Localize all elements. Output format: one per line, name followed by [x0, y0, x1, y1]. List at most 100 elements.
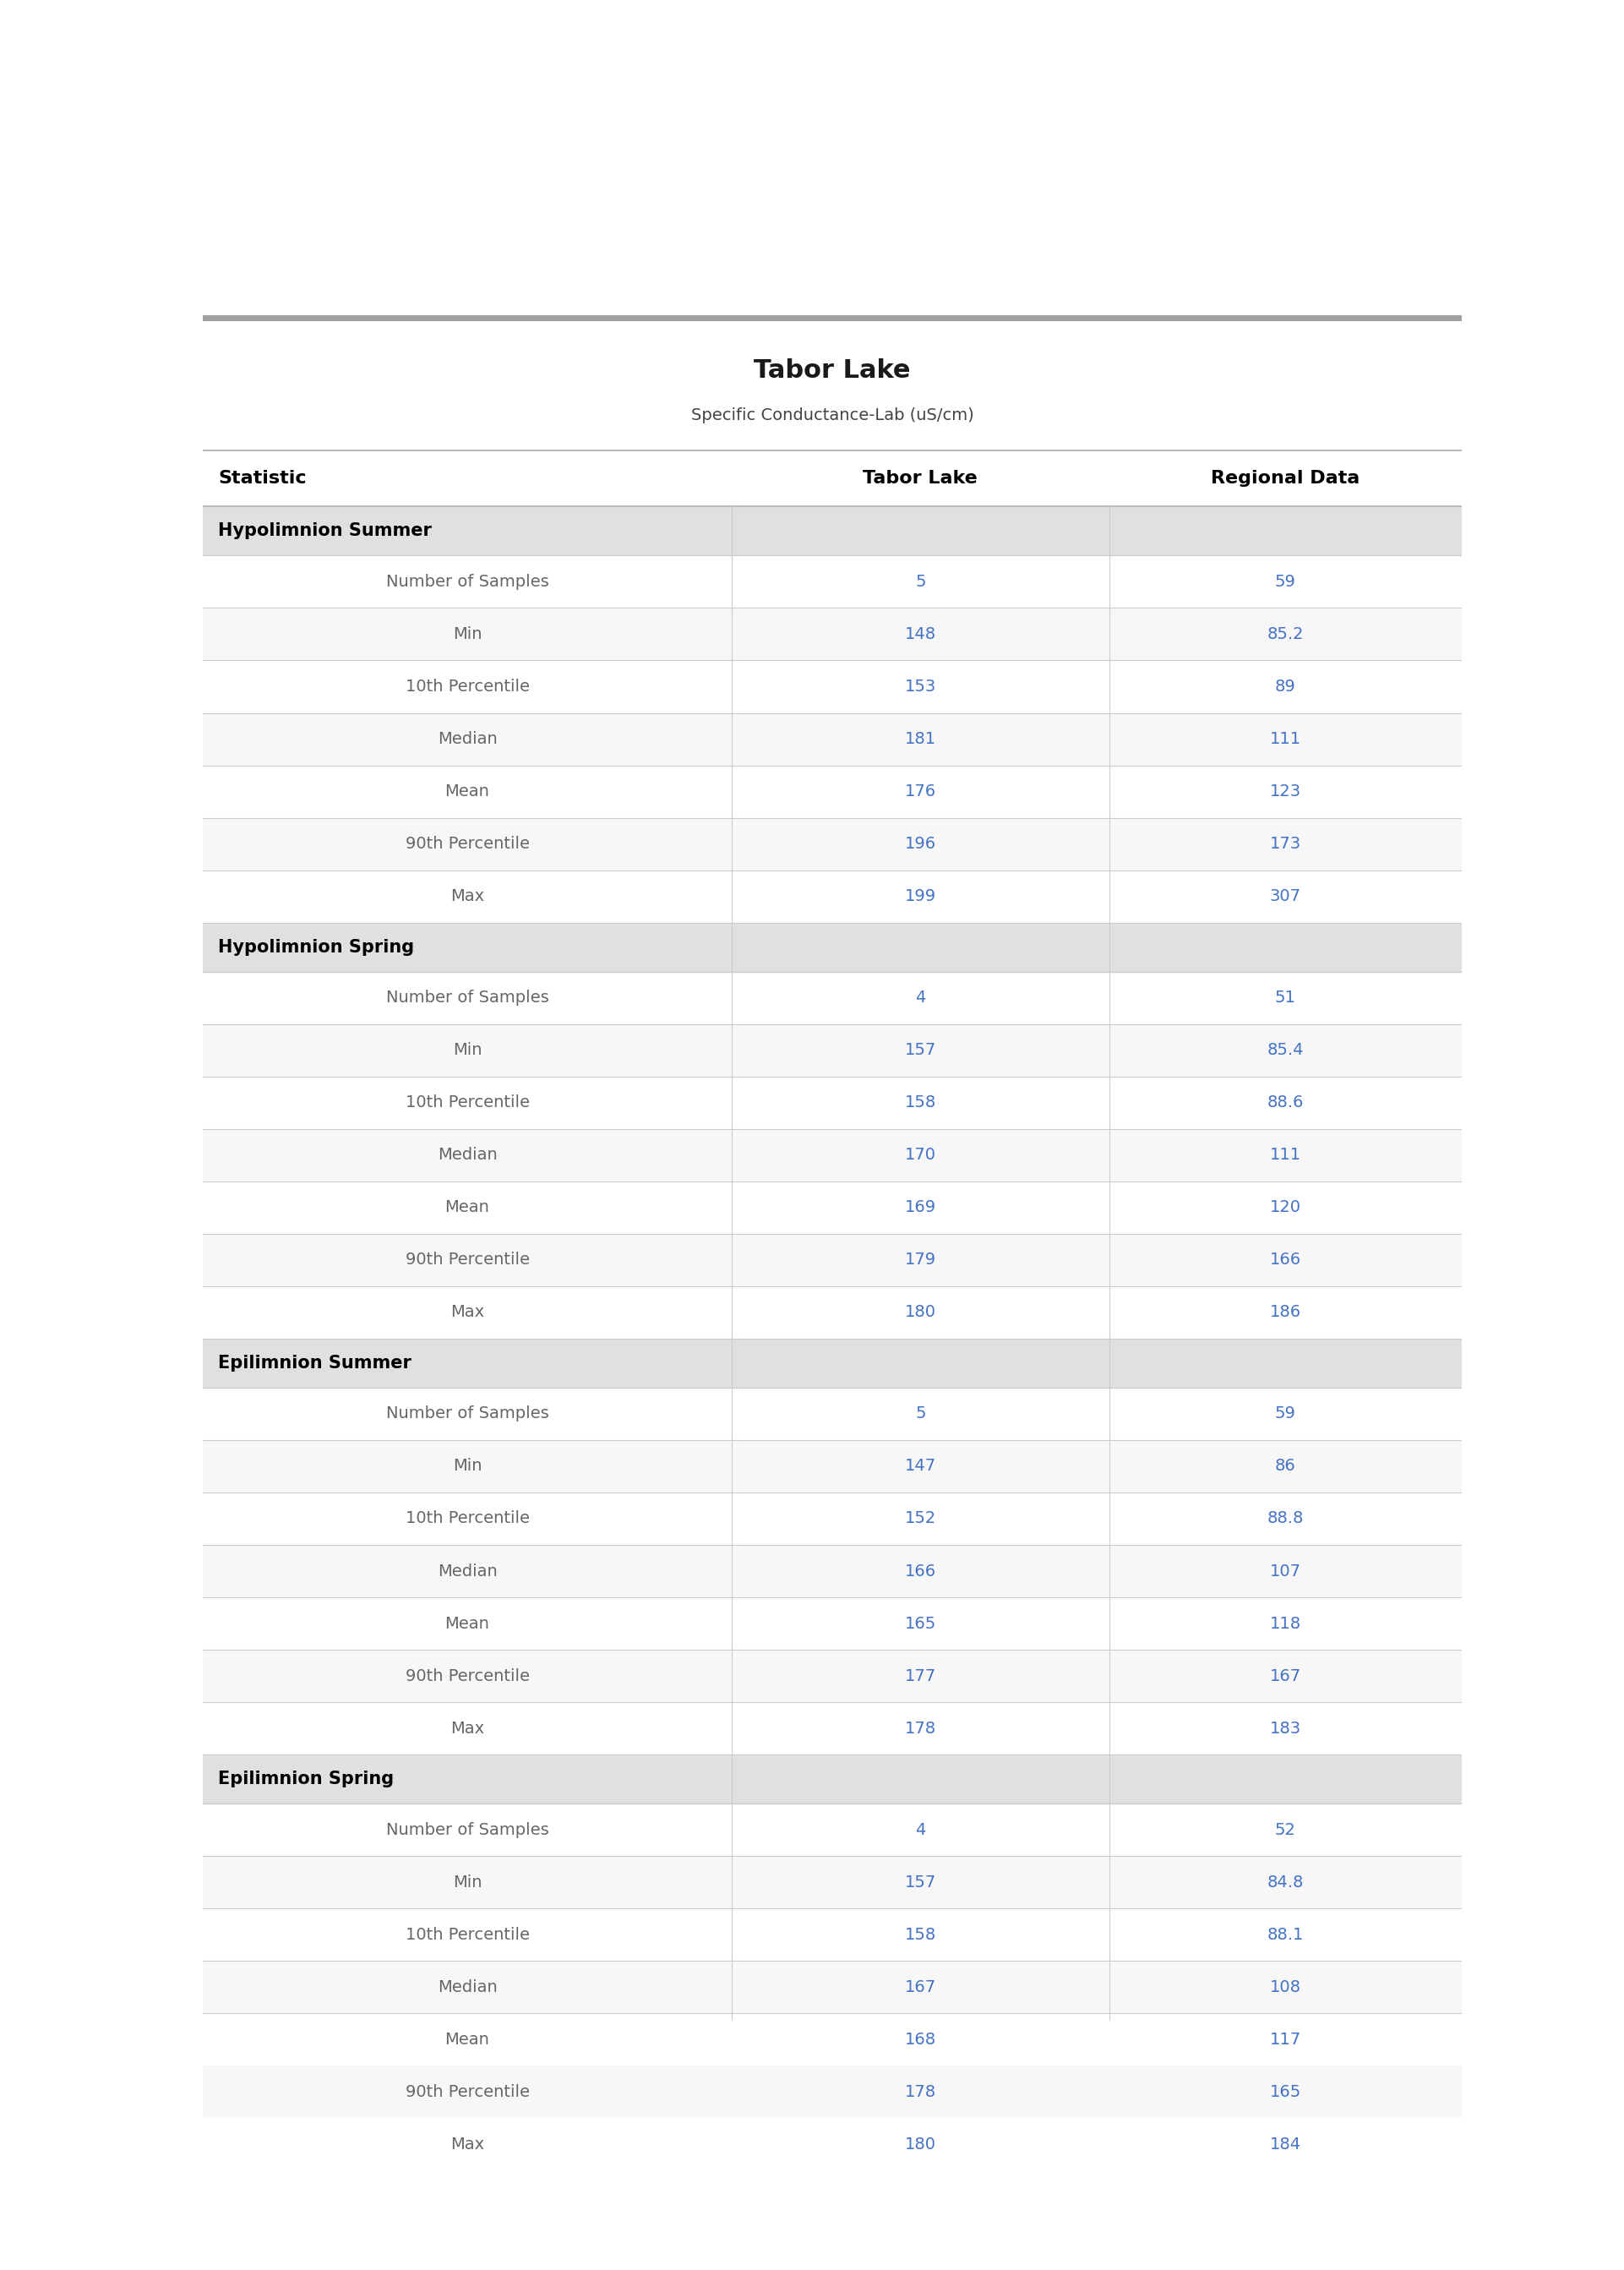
- Text: 5: 5: [914, 574, 926, 590]
- Text: Median: Median: [437, 731, 497, 747]
- Bar: [203, 1180, 1462, 1235]
- Text: Median: Median: [437, 1979, 497, 1995]
- Text: 166: 166: [1270, 1253, 1301, 1269]
- Text: 186: 186: [1270, 1305, 1301, 1321]
- Text: 180: 180: [905, 2136, 935, 2152]
- Text: Max: Max: [450, 1305, 484, 1321]
- Bar: [203, 2118, 1462, 2170]
- Bar: [203, 506, 1462, 556]
- Text: 179: 179: [905, 1253, 935, 1269]
- Text: 108: 108: [1270, 1979, 1301, 1995]
- Text: Mean: Mean: [445, 2032, 490, 2048]
- Text: 51: 51: [1275, 990, 1296, 1006]
- Text: 52: 52: [1275, 1823, 1296, 1839]
- Text: Tabor Lake: Tabor Lake: [862, 470, 978, 488]
- Text: Max: Max: [450, 2136, 484, 2152]
- Text: 167: 167: [1270, 1668, 1301, 1684]
- Text: 181: 181: [905, 731, 935, 747]
- Text: Number of Samples: Number of Samples: [387, 1405, 549, 1421]
- Bar: [203, 1491, 1462, 1546]
- Text: Median: Median: [437, 1146, 497, 1162]
- Text: 170: 170: [905, 1146, 935, 1162]
- Text: 4: 4: [916, 990, 926, 1006]
- Text: 196: 196: [905, 835, 935, 851]
- Bar: [203, 608, 1462, 661]
- Bar: [203, 713, 1462, 765]
- Text: 176: 176: [905, 783, 935, 799]
- Text: 157: 157: [905, 1875, 935, 1891]
- Text: Mean: Mean: [445, 1199, 490, 1214]
- Bar: [203, 1235, 1462, 1287]
- Text: 5: 5: [914, 1405, 926, 1421]
- Text: Min: Min: [453, 1875, 482, 1891]
- Text: 184: 184: [1270, 2136, 1301, 2152]
- Bar: [203, 972, 1462, 1024]
- Text: Number of Samples: Number of Samples: [387, 990, 549, 1006]
- Bar: [203, 1961, 1462, 2013]
- Text: 178: 178: [905, 1721, 935, 1737]
- Bar: [203, 922, 1462, 972]
- Bar: [203, 1857, 1462, 1909]
- Text: 123: 123: [1270, 783, 1301, 799]
- Text: 183: 183: [1270, 1721, 1301, 1737]
- Text: 90th Percentile: 90th Percentile: [406, 835, 529, 851]
- Text: 167: 167: [905, 1979, 935, 1995]
- Text: 111: 111: [1270, 1146, 1301, 1162]
- Text: Epilimnion Summer: Epilimnion Summer: [218, 1355, 411, 1371]
- Text: Statistic: Statistic: [218, 470, 307, 488]
- Bar: [203, 1439, 1462, 1491]
- Text: Max: Max: [450, 888, 484, 903]
- Text: Number of Samples: Number of Samples: [387, 574, 549, 590]
- Text: 165: 165: [1270, 2084, 1301, 2100]
- Bar: [203, 452, 1462, 506]
- Bar: [203, 1546, 1462, 1598]
- Bar: [203, 1702, 1462, 1755]
- Text: Mean: Mean: [445, 783, 490, 799]
- Text: 90th Percentile: 90th Percentile: [406, 2084, 529, 2100]
- Bar: [203, 1128, 1462, 1180]
- Text: 88.8: 88.8: [1267, 1510, 1304, 1528]
- Text: 90th Percentile: 90th Percentile: [406, 1668, 529, 1684]
- Text: 117: 117: [1270, 2032, 1301, 2048]
- Text: 90th Percentile: 90th Percentile: [406, 1253, 529, 1269]
- Text: 10th Percentile: 10th Percentile: [406, 1510, 529, 1528]
- Bar: [203, 1805, 1462, 1857]
- Text: 111: 111: [1270, 731, 1301, 747]
- Text: Regional Data: Regional Data: [1212, 470, 1359, 488]
- Text: 177: 177: [905, 1668, 935, 1684]
- Text: 84.8: 84.8: [1267, 1875, 1304, 1891]
- Bar: [203, 661, 1462, 713]
- Bar: [203, 1024, 1462, 1076]
- Text: 158: 158: [905, 1927, 935, 1943]
- Text: 86: 86: [1275, 1457, 1296, 1473]
- Text: 88.1: 88.1: [1267, 1927, 1304, 1943]
- Text: Mean: Mean: [445, 1616, 490, 1632]
- Text: Hypolimnion Summer: Hypolimnion Summer: [218, 522, 432, 540]
- Text: 157: 157: [905, 1042, 935, 1058]
- Text: 88.6: 88.6: [1267, 1094, 1304, 1110]
- Text: 85.2: 85.2: [1267, 627, 1304, 642]
- Text: 152: 152: [905, 1510, 935, 1528]
- Text: Median: Median: [437, 1564, 497, 1580]
- Text: Tabor Lake: Tabor Lake: [754, 359, 911, 384]
- Bar: [203, 1755, 1462, 1805]
- Text: 165: 165: [905, 1616, 935, 1632]
- Text: 85.4: 85.4: [1267, 1042, 1304, 1058]
- Text: 168: 168: [905, 2032, 935, 2048]
- Bar: [203, 869, 1462, 922]
- Bar: [203, 1598, 1462, 1650]
- Text: 158: 158: [905, 1094, 935, 1110]
- Text: 107: 107: [1270, 1564, 1301, 1580]
- Text: 180: 180: [905, 1305, 935, 1321]
- Text: 307: 307: [1270, 888, 1301, 903]
- Text: Max: Max: [450, 1721, 484, 1737]
- Text: 178: 178: [905, 2084, 935, 2100]
- Bar: [203, 556, 1462, 608]
- Bar: [203, 1076, 1462, 1128]
- Text: 147: 147: [905, 1457, 935, 1473]
- Text: 59: 59: [1275, 574, 1296, 590]
- Text: Min: Min: [453, 627, 482, 642]
- Text: 10th Percentile: 10th Percentile: [406, 679, 529, 695]
- Text: 169: 169: [905, 1199, 935, 1214]
- Bar: [203, 1287, 1462, 1339]
